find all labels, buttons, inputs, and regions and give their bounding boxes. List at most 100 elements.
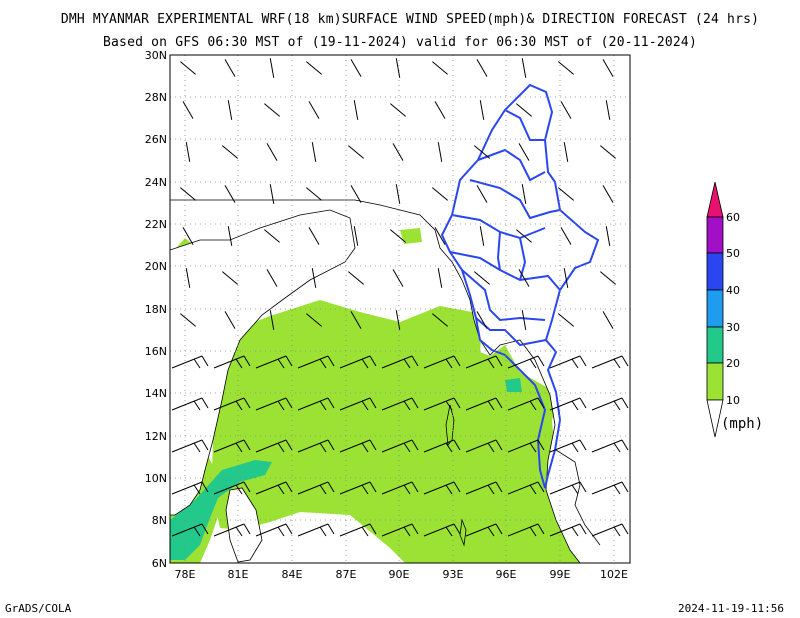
wind-barb [339,439,371,453]
wind-barb-flag [285,397,293,409]
wind-barb [602,311,614,329]
wind-barb-flag [193,358,201,369]
wind-barb [297,523,329,537]
wind-shading-strong-patch [170,460,272,560]
footer-timestamp: 2024-11-19-11:56 [678,602,784,615]
wind-barb-flag [571,400,579,411]
lon-tick-label: 93E [443,568,464,581]
wind-barb-flag [235,400,243,411]
colorbar-segment-40-50 [706,252,724,291]
wind-barb-flag [243,439,251,451]
wind-barb [558,61,574,75]
wind-barb-flag [487,358,495,369]
wind-barb [507,355,539,369]
wind-barb [549,481,581,495]
wind-barb [605,226,611,246]
wind-barb [521,58,527,78]
wind-barbs [171,58,629,537]
wind-barb [381,397,413,411]
wind-barb [602,59,614,77]
wind-barb [171,481,203,495]
wind-barb [171,355,203,369]
lat-tick-label: 28N [145,91,167,104]
colorbar-top-arrow [706,181,724,218]
wind-barb [558,187,574,201]
coastline-thailand-gulf [555,449,601,546]
wind-barb [269,184,275,204]
wind-barb [224,59,236,77]
wind-barb [269,310,275,330]
wind-shading-small-1 [400,228,422,244]
map-frame [169,54,631,564]
lat-tick-label: 26N [145,133,167,146]
colorbar-bottom-arrow [706,399,724,438]
wind-barb-flag [445,400,453,411]
lat-tick-label: 24N [145,176,167,189]
wind-barb [395,184,401,204]
footer-software-label: GrADS/COLA [5,602,72,615]
wind-barb [306,313,322,327]
wind-barb-flag [369,397,377,409]
wind-barb-flag [537,481,545,493]
wind-barb [390,103,406,117]
wind-barb-flag [235,358,243,369]
title-line-1: DMH MYANMAR EXPERIMENTAL WRF(18 km)SURFA… [60,12,760,27]
wind-barb-flag [235,526,243,537]
colorbar-unit: (mph) [721,416,763,432]
wind-barb-flag [277,484,285,495]
wind-barb [353,226,359,246]
wind-barb [227,226,233,246]
wind-barb-flag [327,523,335,535]
wind-barb [465,481,497,495]
wind-barb [308,101,320,119]
wind-barb [381,439,413,453]
wind-barb-flag [613,358,621,369]
wind-barb-flag [537,355,545,367]
wind-barb-flag [201,523,209,535]
wind-barb-flag [361,442,369,453]
wind-barb [602,185,614,203]
wind-barb-flag [529,358,537,369]
wind-barb [180,313,196,327]
wind-barb-flag [495,481,503,493]
wind-barb-flag [369,439,377,451]
wind-barb [348,271,364,285]
wind-barb-flag [285,439,293,451]
wind-barb-flag [579,523,587,535]
wind-barb [423,355,455,369]
wind-barb [180,187,196,201]
wind-barb-flag [201,355,209,367]
lat-tick-label: 10N [145,472,167,485]
wind-barb-flag [571,442,579,453]
wind-barb [591,397,623,411]
lat-tick-label: 8N [152,514,167,527]
wind-barb-flag [453,481,461,493]
wind-barb [339,481,371,495]
wind-barb-flag [403,358,411,369]
wind-barb-flag [411,523,419,535]
wind-barb [213,355,245,369]
colorbar-label: 20 [726,357,740,370]
wind-barb-flag [201,439,209,451]
wind-barb [171,439,203,453]
wind-barb-flag [327,439,335,451]
wind-barb [591,481,623,495]
lat-tick-label: 20N [145,260,167,273]
wind-barb [474,145,490,159]
wind-barb-flag [445,484,453,495]
wind-shading-strong-patch-2 [505,378,522,392]
wind-barb [266,269,278,287]
grid-lines [170,55,630,563]
wind-barb-flag [411,439,419,451]
wind-barb [390,229,406,243]
wind-barb [222,271,238,285]
wind-barb [395,310,401,330]
wind-barb [224,185,236,203]
wind-barb [437,142,443,162]
wind-barb-flag [319,358,327,369]
wind-barb-flag [193,484,201,495]
wind-barb-flag [319,400,327,411]
wind-barb [465,397,497,411]
wind-barb [227,100,233,120]
wind-barb [437,268,443,288]
